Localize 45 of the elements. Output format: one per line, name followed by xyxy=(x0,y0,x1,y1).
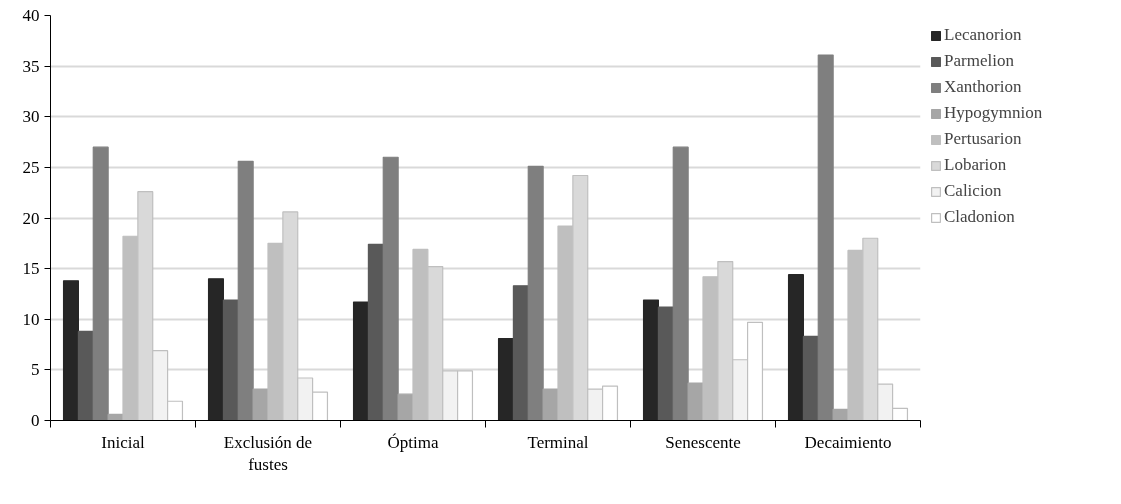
bar xyxy=(77,330,94,421)
bar xyxy=(802,335,819,421)
bar xyxy=(382,156,399,421)
bar xyxy=(62,280,80,421)
x-tick-label: Senescente xyxy=(665,432,741,452)
legend-label: Hypogymnion xyxy=(944,103,1043,123)
bar xyxy=(207,278,225,421)
legend-label: Cladonion xyxy=(944,207,1015,227)
y-tick-label: 35 xyxy=(22,56,40,76)
y-tick-label: 25 xyxy=(22,157,40,177)
bar xyxy=(672,146,689,421)
x-tick-label: Decaimiento xyxy=(804,432,892,452)
legend-label: Calicion xyxy=(944,181,1002,201)
bar xyxy=(237,160,254,421)
bar xyxy=(367,243,384,421)
bar xyxy=(527,165,544,421)
bar xyxy=(222,299,239,421)
bar xyxy=(397,393,414,421)
bar xyxy=(817,54,834,421)
legend-label: Parmelion xyxy=(944,51,1014,71)
legend-label: Lecanorion xyxy=(944,25,1022,45)
bar xyxy=(542,388,559,421)
y-tick-label: 40 xyxy=(22,6,40,25)
y-tick-label: 15 xyxy=(22,259,40,279)
bar xyxy=(687,382,704,421)
bar xyxy=(497,337,515,421)
legend-label: Pertusarion xyxy=(944,129,1022,149)
bar xyxy=(92,146,109,421)
bar xyxy=(352,301,370,421)
bar xyxy=(787,274,805,421)
y-tick-label: 20 xyxy=(22,208,40,228)
y-tick-label: 0 xyxy=(31,411,40,430)
bar xyxy=(642,299,660,421)
y-tick-label: 10 xyxy=(22,309,40,329)
bar xyxy=(252,388,269,421)
y-tick-label: 5 xyxy=(31,360,40,380)
bar xyxy=(657,306,674,421)
x-tick-label: Exclusión de fustes xyxy=(223,432,313,475)
x-tick-label: Terminal xyxy=(527,432,589,452)
x-tick-label: Inicial xyxy=(101,432,145,452)
legend-label: Lobarion xyxy=(944,155,1007,175)
x-tick-label: Óptima xyxy=(387,432,439,452)
bar xyxy=(512,285,529,421)
y-tick-label: 30 xyxy=(22,107,40,127)
legend-label: Xanthorion xyxy=(944,77,1022,97)
